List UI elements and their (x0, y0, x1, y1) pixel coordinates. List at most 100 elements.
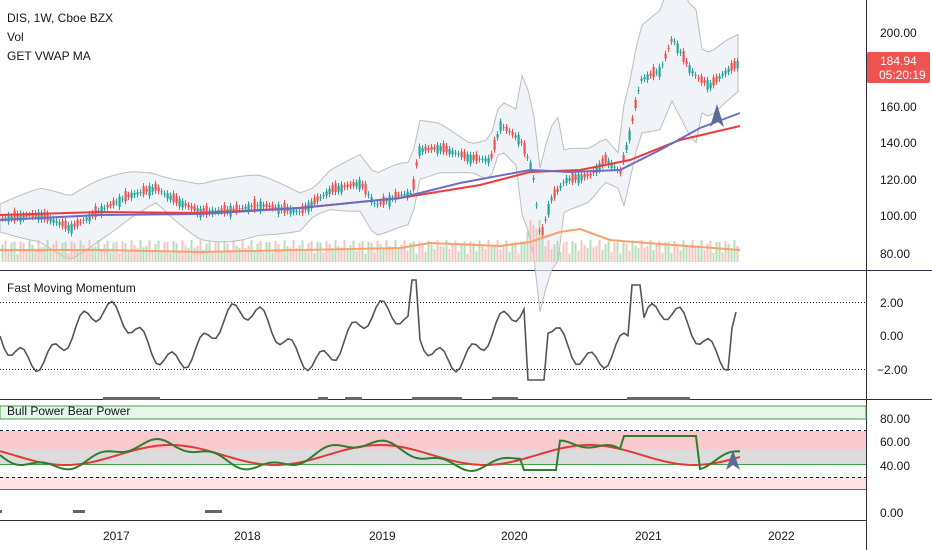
volume-bar (262, 252, 265, 262)
volume-bar (28, 240, 31, 262)
volume-bar (451, 244, 454, 262)
volume-bar (64, 241, 67, 262)
candle-body (163, 193, 166, 195)
volume-bar (403, 240, 406, 262)
candle-body (160, 191, 163, 193)
momentum-signal-bar (318, 397, 328, 400)
volume-bar (382, 249, 385, 262)
candle-body (478, 158, 481, 160)
candle-body (379, 201, 382, 204)
price-pane[interactable]: DIS, 1W, Cboe BZX Vol GET VWAP MA 200.00… (0, 0, 930, 312)
momentum-signal-bar (345, 397, 362, 400)
candle-body (541, 227, 544, 235)
volume-bar (682, 240, 685, 262)
volume-bar (709, 240, 712, 262)
bull-bear-power-pane[interactable]: Bull Power Bear Power 80.00 60.00 40.00 … (0, 404, 910, 520)
candle-body (157, 187, 160, 192)
volume-bar (52, 244, 55, 262)
candle-body (178, 199, 181, 207)
candle-body (52, 219, 55, 223)
candle-body (22, 214, 25, 220)
last-price-value: 184.94 (880, 54, 917, 68)
volume-bar (610, 252, 613, 262)
candle-body (334, 183, 337, 193)
candle-body (289, 208, 292, 214)
candle-body (49, 217, 52, 222)
candle-body (568, 178, 571, 181)
momentum-signal-bars (103, 397, 690, 400)
volume-bar (106, 240, 109, 262)
candle-body (244, 206, 247, 209)
candle-body (544, 219, 547, 221)
volume-legend[interactable]: Vol (7, 30, 24, 44)
volume-bar (43, 246, 46, 262)
candle-body (172, 193, 175, 203)
volume-bar (34, 248, 37, 262)
candle-body (148, 185, 151, 197)
candle-body (205, 205, 208, 216)
time-axis[interactable]: 2017 2018 2019 2020 2021 2022 (103, 529, 795, 543)
candle-body (328, 188, 331, 195)
candle-body (640, 78, 643, 81)
candle-body (718, 76, 721, 79)
candle-body (4, 217, 7, 219)
volume-bar (496, 240, 499, 262)
candle-body (385, 200, 388, 202)
candle-body (214, 210, 217, 212)
candle-body (376, 203, 379, 206)
volume-bar (307, 243, 310, 262)
candle-body (109, 203, 112, 206)
volume-bar (649, 240, 652, 262)
volume-bar (160, 252, 163, 262)
volume-bar (586, 248, 589, 262)
volume-bar (343, 240, 346, 262)
momentum-title[interactable]: Fast Moving Momentum (7, 281, 136, 295)
momentum-pane[interactable]: Fast Moving Momentum 2.00 0.00 −2.00 (0, 279, 908, 400)
candle-body (736, 60, 739, 69)
price-tick: 100.00 (880, 209, 917, 223)
volume-bar (724, 240, 727, 262)
volume-bar (475, 251, 478, 262)
volume-bar (184, 245, 187, 262)
candle-body (433, 147, 436, 150)
candle-body (475, 154, 478, 162)
volume-bar (256, 243, 259, 262)
volume-bar (595, 245, 598, 262)
candle-body (697, 77, 700, 79)
candle-body (169, 195, 172, 200)
volume-bar (457, 251, 460, 262)
candle-body (73, 223, 76, 227)
candle-body (106, 204, 109, 208)
volume-bar (730, 249, 733, 262)
symbol-legend[interactable]: DIS, 1W, Cboe BZX (7, 11, 113, 25)
candle-body (487, 157, 490, 164)
candle-body (121, 198, 124, 200)
candle-body (535, 204, 538, 206)
candle-body (415, 162, 418, 166)
candle-body (151, 187, 154, 192)
volume-bar (433, 249, 436, 262)
bullbear-signal-bar (73, 510, 85, 513)
candle-body (538, 230, 541, 232)
volume-bar (268, 242, 271, 262)
candle-body (301, 206, 304, 214)
volume-bar (349, 245, 352, 262)
vwap-legend[interactable]: GET VWAP MA (7, 49, 91, 63)
candle-body (142, 186, 145, 195)
volume-bar (466, 253, 469, 262)
volume-bar (448, 248, 451, 262)
bullbear-title[interactable]: Bull Power Bear Power (7, 404, 130, 418)
volume-bar (7, 251, 10, 262)
volume-bar (55, 240, 58, 262)
red-moving-average (0, 125, 741, 216)
volume-bar (295, 248, 298, 262)
candle-body (262, 204, 265, 207)
candle-body (652, 66, 655, 78)
candle-body (118, 196, 121, 208)
candle-body (175, 195, 178, 204)
volume-bar (280, 249, 283, 262)
volume-bar (394, 240, 397, 262)
volume-bar (94, 246, 97, 262)
candle-body (31, 213, 34, 218)
